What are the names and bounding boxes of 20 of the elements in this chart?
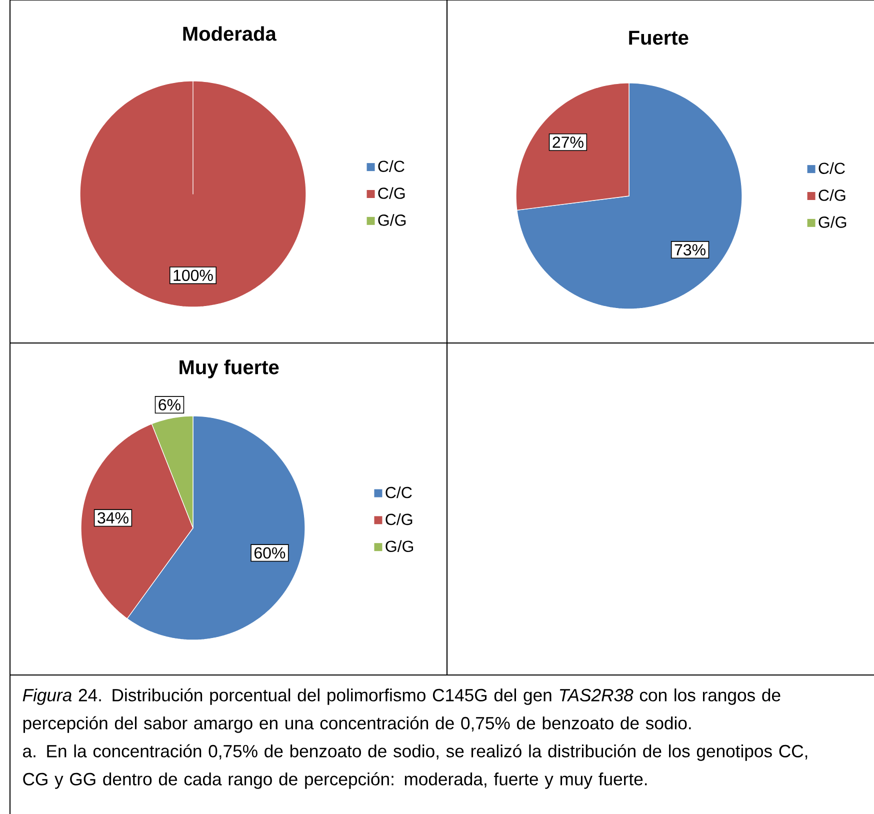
chart-title: Fuerte [629,30,688,45]
data-label: 6% [158,399,180,410]
data-label: 27% [552,136,584,148]
data-label: 100% [174,270,213,282]
legend-label: C/G [386,513,412,526]
legend-label: C/C [386,486,412,498]
legend-label: C/C [378,160,404,172]
legend-label: G/G [818,216,846,228]
data-label: 73% [674,244,706,256]
legend-label: C/G [378,187,405,199]
data-label: 34% [98,512,128,524]
legend-label: G/G [378,214,406,226]
chart-title: Muy fuerte [180,360,279,378]
legend-label: C/C [818,162,845,174]
legend-label: G/G [386,540,414,552]
legend-label: C/G [818,189,846,201]
data-label: 60% [254,547,286,559]
text: a. En la concentración 0,75% de benzoato de sodio, se realizó la distribución de los genotipos CC, CG y GG dentro de cada rango de percepción: moderada, fuerte y muy fuerte. [23,744,808,789]
text: Figura 24. Distribución porcentual del polimorfismo C145G del gen TAS2R38 con los rangos de percepción del sabor amargo en una concentración de 0,75% de benzoato de sodio. [22,688,780,733]
chart-title: Moderada [183,26,277,41]
